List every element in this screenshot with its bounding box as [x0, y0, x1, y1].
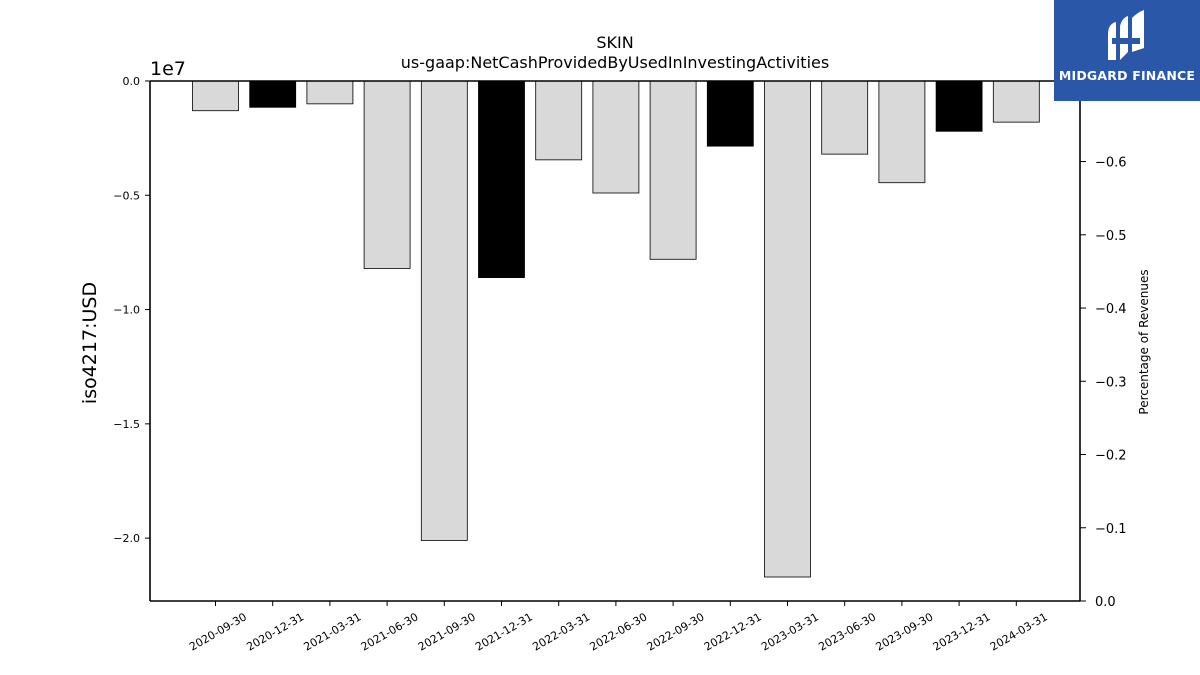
y2-tick-label: −0.6 [1095, 156, 1127, 171]
midgard-finance-logo: MIDGARD FINANCE [1054, 0, 1200, 101]
chart-subtitle: us-gaap:NetCashProvidedByUsedInInvesting… [401, 53, 829, 72]
x-tick-label: 2021-12-31 [473, 610, 535, 653]
y-multiplier-label: 1e7 [150, 58, 186, 80]
y-tick-label: −0.5 [113, 189, 140, 202]
bars-group [192, 80, 1040, 578]
bar-2023-03-31 [764, 80, 811, 578]
bar-2022-03-31 [535, 80, 583, 161]
chart-title: SKIN [596, 33, 633, 52]
y-tick-label: −1.5 [113, 418, 140, 431]
x-tick-label: 2023-06-30 [816, 610, 878, 653]
x-tick-label: 2023-09-30 [874, 610, 936, 653]
bar-2022-12-31 [706, 80, 754, 147]
y2-tick-label: −0.1 [1095, 522, 1127, 537]
bar-2021-09-30 [420, 80, 468, 541]
bar-2020-12-31 [249, 80, 297, 108]
y-axis-label: iso4217:USD [79, 282, 101, 404]
y2-axis-ticks: −0.6 −0.5 −0.4 −0.3 −0.2 −0.1 0.0 [1080, 156, 1127, 610]
x-tick-label: 2022-06-30 [588, 610, 650, 653]
x-tick-label: 2022-12-31 [702, 610, 764, 653]
x-tick-label: 2023-12-31 [931, 610, 993, 653]
bar-2023-12-31 [935, 80, 983, 132]
y-tick-label: −1.0 [113, 304, 140, 317]
x-tick-label: 2020-12-31 [244, 610, 306, 653]
y2-tick-label: −0.3 [1095, 375, 1127, 390]
y2-tick-label: −0.2 [1095, 449, 1127, 464]
midgard-logo-icon [1108, 10, 1144, 60]
y-axis-ticks: 0.0 −0.5 −1.0 −1.5 −2.0 [113, 75, 150, 545]
bar-2022-09-30 [649, 80, 697, 260]
bar-2021-06-30 [363, 80, 411, 269]
y2-tick-label: −0.4 [1095, 302, 1127, 317]
y2-axis-label: Percentage of Revenues [1137, 269, 1151, 414]
bar-2023-06-30 [821, 80, 869, 155]
x-tick-label: 2022-09-30 [645, 610, 707, 653]
bar-2022-06-30 [592, 80, 640, 194]
x-tick-label: 2023-03-31 [759, 610, 821, 653]
logo-text: MIDGARD FINANCE [1058, 68, 1196, 83]
x-tick-label: 2021-03-31 [302, 610, 364, 653]
bar-2024-03-31 [992, 80, 1040, 123]
x-tick-label: 2020-09-30 [187, 610, 249, 653]
y-tick-label: −2.0 [113, 532, 140, 545]
x-tick-label: 2022-03-31 [530, 610, 592, 653]
x-tick-label: 2021-06-30 [359, 610, 421, 653]
bar-2021-03-31 [306, 80, 354, 105]
x-tick-label: 2021-09-30 [416, 610, 478, 653]
y-tick-label: 0.0 [123, 75, 141, 88]
bar-2021-12-31 [478, 80, 525, 278]
bar-2023-09-30 [878, 80, 926, 184]
y2-tick-label: 0.0 [1095, 595, 1116, 610]
axes-frame [149, 80, 1081, 602]
x-tick-label: 2024-03-31 [988, 610, 1050, 653]
bar-2020-09-30 [192, 80, 239, 112]
x-axis-ticks: 2020-09-302020-12-312021-03-312021-06-30… [187, 601, 1050, 654]
y2-tick-label: −0.5 [1095, 229, 1127, 244]
